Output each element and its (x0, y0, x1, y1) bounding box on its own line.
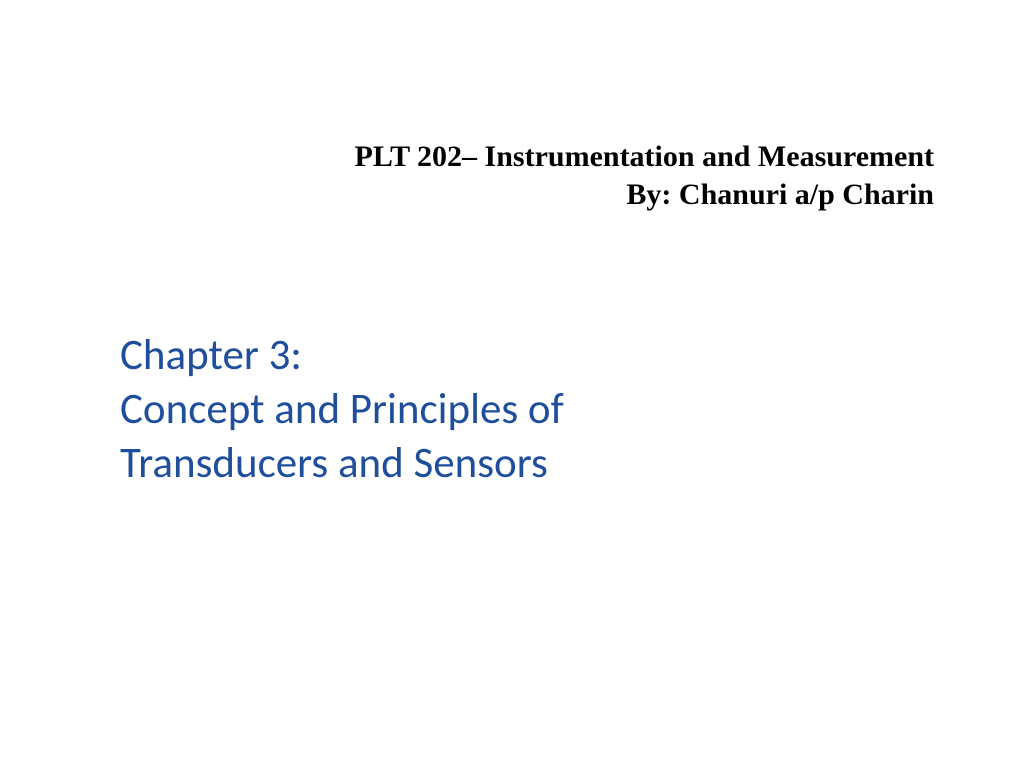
chapter-title: Chapter 3: Concept and Principles of Tra… (120, 328, 904, 489)
slide: PLT 202– Instrumentation and Measurement… (0, 0, 1024, 768)
course-title: PLT 202– Instrumentation and Measurement (120, 138, 934, 176)
course-byline: By: Chanuri a/p Charin (120, 176, 934, 214)
chapter-title-line3: Transducers and Sensors (120, 436, 904, 490)
chapter-title-line2: Concept and Principles of (120, 382, 904, 436)
chapter-title-line1: Chapter 3: (120, 328, 904, 382)
course-header: PLT 202– Instrumentation and Measurement… (120, 138, 934, 213)
